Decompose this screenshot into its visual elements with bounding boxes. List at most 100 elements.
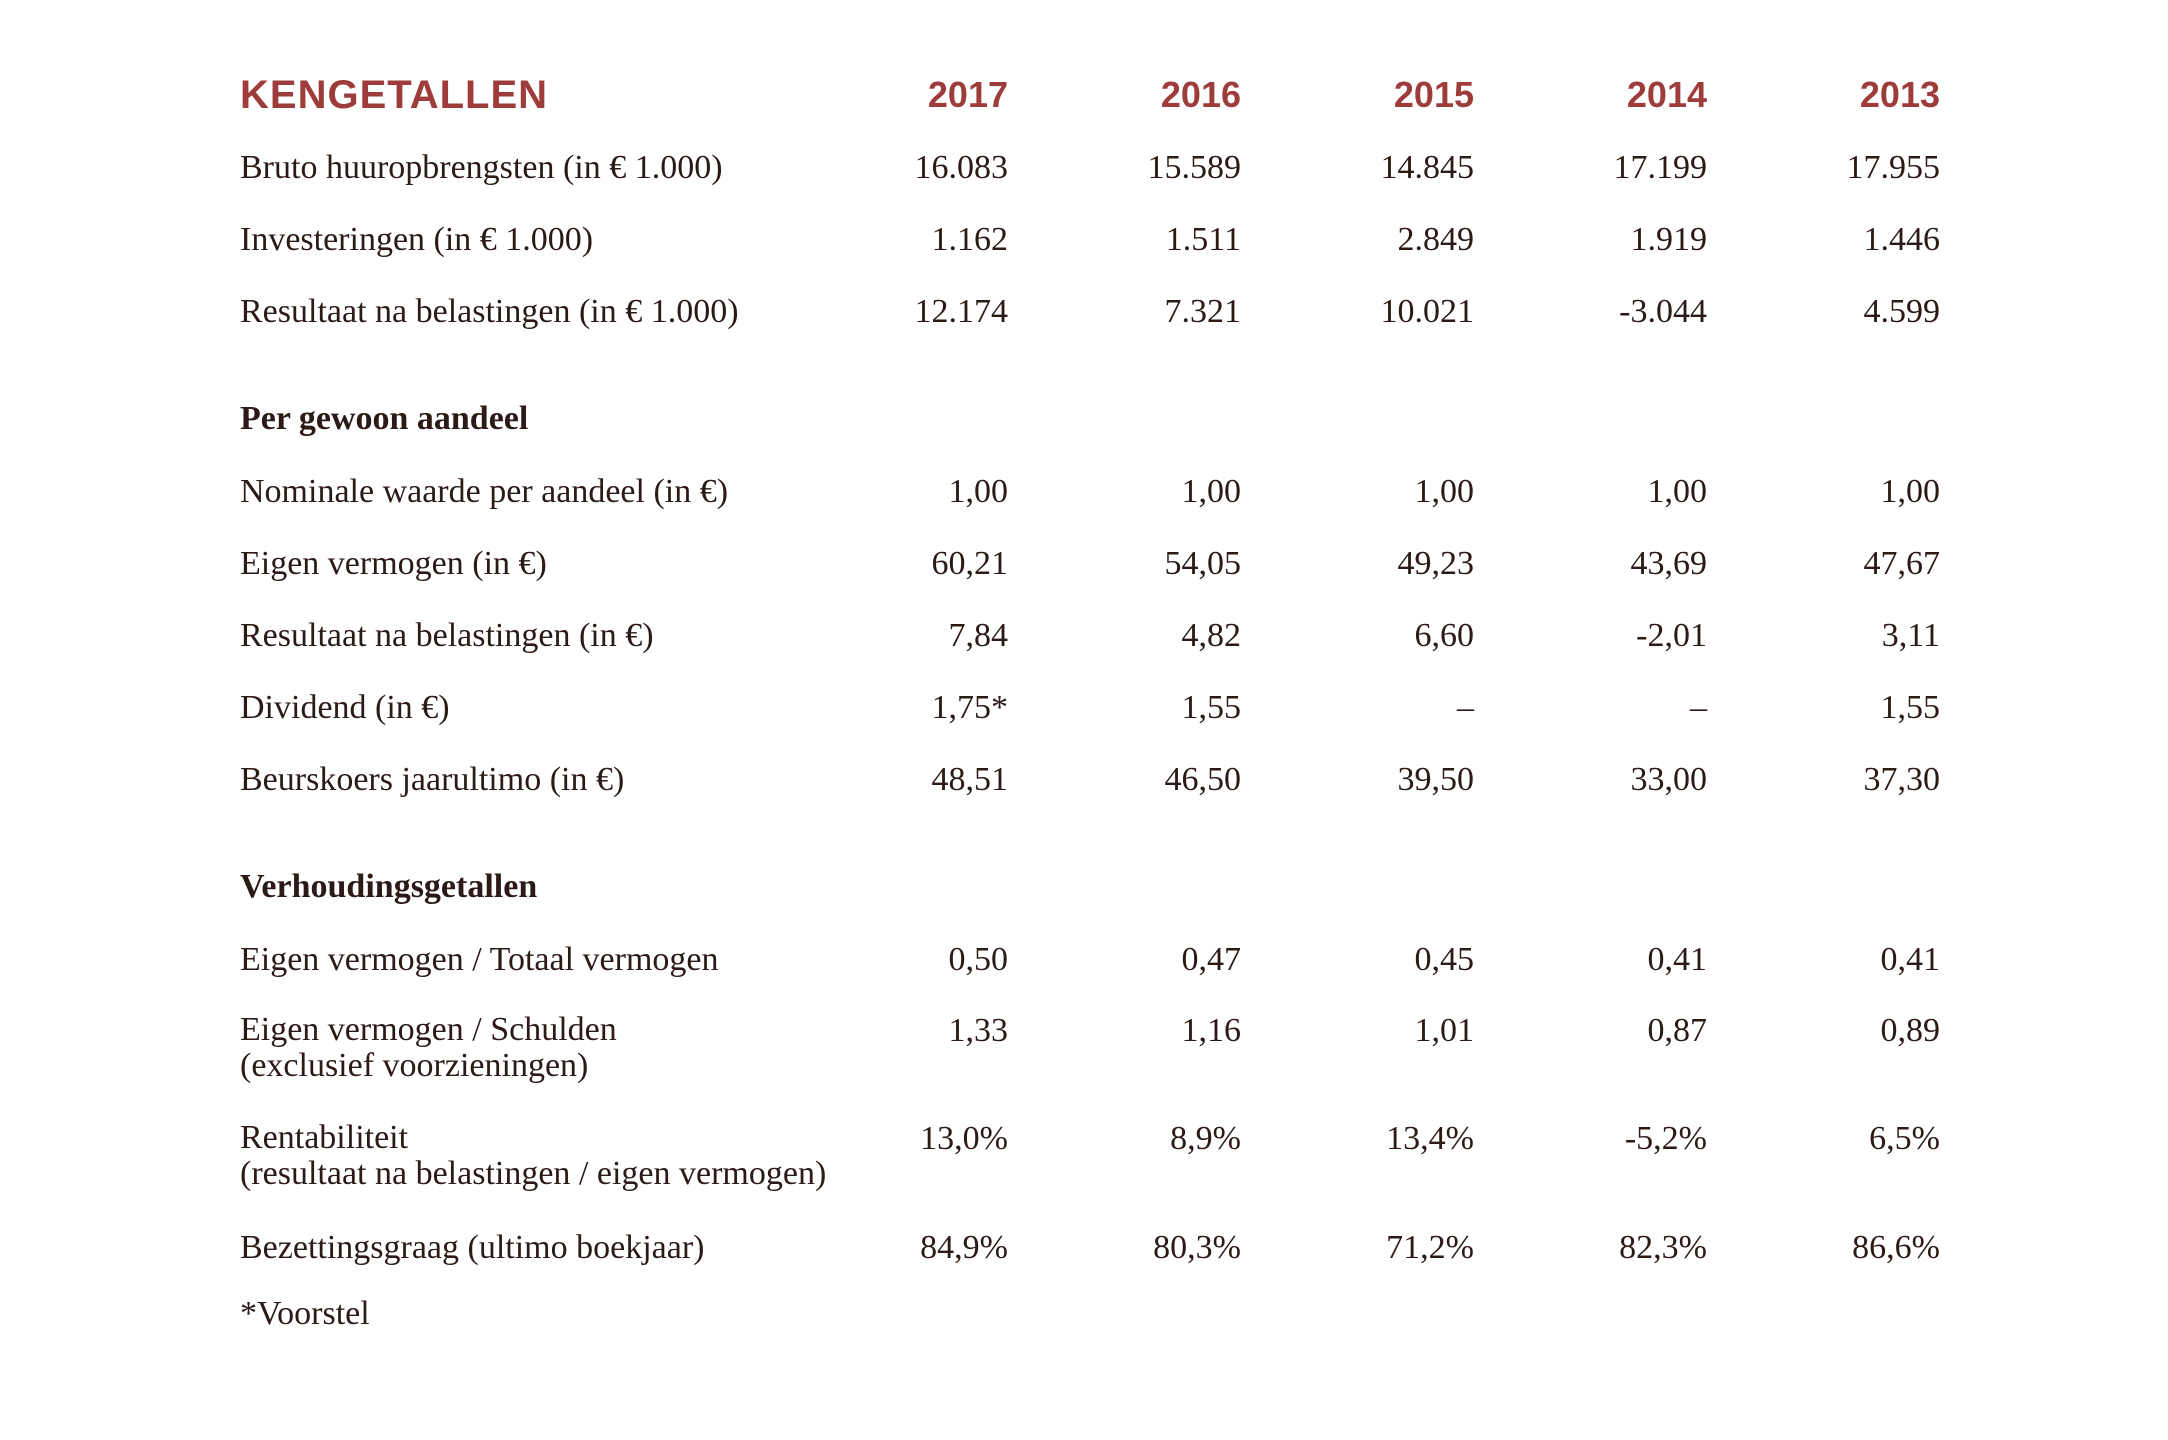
row-value: 0,45 <box>1414 941 1475 978</box>
row-value: 2.849 <box>1397 221 1475 258</box>
row-label: Dividend (in €) <box>240 672 775 744</box>
row-value: 1,00 <box>1880 473 1941 510</box>
row-value: 17.199 <box>1613 149 1708 186</box>
row-label-line1: Resultaat na belastingen (in € 1.000) <box>240 293 739 330</box>
kengetallen-table: KENGETALLEN 2017 2016 2015 2014 2013 Bruto h… <box>240 58 1940 1284</box>
row-value: 17.955 <box>1846 149 1941 186</box>
row-value: 1,55 <box>1880 689 1941 726</box>
row-label-line1: Dividend (in €) <box>240 689 450 726</box>
row-value: 0,87 <box>1647 1012 1708 1049</box>
row-value: 14.845 <box>1380 149 1475 186</box>
row-value: 54,05 <box>1164 545 1242 582</box>
row-label-line1: Rentabiliteit <box>240 1119 409 1156</box>
table-row: Resultaat na belastingen (in € 1.000) 12.… <box>240 276 1940 348</box>
table-row: Resultaat na belastingen (in €) 7,84 4,82 6… <box>240 600 1940 672</box>
row-value: 37,30 <box>1863 761 1941 798</box>
row-value: 80,3% <box>1153 1229 1241 1266</box>
footnote: *Voorstel <box>240 1295 370 1332</box>
year-header-2013: 2013 <box>1859 74 1940 115</box>
row-value: -5,2% <box>1624 1120 1707 1157</box>
row-value: – <box>1457 689 1474 726</box>
table-header-row: KENGETALLEN 2017 2016 2015 2014 2013 <box>240 58 1940 132</box>
row-value: 1,16 <box>1181 1012 1242 1049</box>
table-row: Dividend (in €) 1,75* 1,55 – – 1,55 <box>240 672 1940 744</box>
table-row: Eigen vermogen / Schulden (exclusief voor… <box>240 996 1940 1104</box>
row-value: 4.599 <box>1863 293 1941 330</box>
row-value: 15.589 <box>1147 149 1242 186</box>
table-row: Bruto huuropbrengsten (in € 1.000) 16.083… <box>240 132 1940 204</box>
row-label: Bezettingsgraag (ultimo boekjaar) <box>240 1212 775 1284</box>
row-label: Investeringen (in € 1.000) <box>240 204 775 276</box>
table-row: Beurskoers jaarultimo (in €) 48,51 46,50 39… <box>240 744 1940 816</box>
row-value: 7.321 <box>1164 293 1242 330</box>
row-value: -2,01 <box>1636 617 1707 654</box>
table-row: Eigen vermogen (in €) 60,21 54,05 49,23 43,6… <box>240 528 1940 600</box>
row-label-line1: Nominale waarde per aandeel (in €) <box>240 473 729 510</box>
row-value: 1.446 <box>1863 221 1941 258</box>
row-label-line1: Eigen vermogen (in €) <box>240 545 547 582</box>
row-value: 82,3% <box>1619 1229 1707 1266</box>
row-label: Eigen vermogen (in €) <box>240 528 775 600</box>
row-value: 4,82 <box>1181 617 1242 654</box>
row-label: Eigen vermogen / Schulden (exclusief voor… <box>240 996 775 1104</box>
row-label: Beurskoers jaarultimo (in €) <box>240 744 775 816</box>
row-value: 1,33 <box>948 1012 1009 1049</box>
row-label-line1: Eigen vermogen / Totaal vermogen <box>240 941 719 978</box>
row-value: 1.919 <box>1630 221 1708 258</box>
row-label: Bruto huuropbrengsten (in € 1.000) <box>240 132 775 204</box>
table-row: Eigen vermogen / Totaal vermogen 0,50 0,47… <box>240 924 1940 996</box>
row-value: 0,50 <box>948 941 1009 978</box>
row-value: -3.044 <box>1619 293 1707 330</box>
row-value: 1,01 <box>1414 1012 1475 1049</box>
row-value: – <box>1690 689 1707 726</box>
row-label-line1: Bezettingsgraag (ultimo boekjaar) <box>240 1229 705 1266</box>
row-value: 1,00 <box>948 473 1009 510</box>
row-value: 43,69 <box>1630 545 1708 582</box>
row-value: 49,23 <box>1397 545 1475 582</box>
row-value: 47,67 <box>1863 545 1941 582</box>
row-label-line2: (exclusief voorzieningen) <box>240 1047 589 1084</box>
row-label: Resultaat na belastingen (in € 1.000) <box>240 276 775 348</box>
row-label-line1: Bruto huuropbrengsten (in € 1.000) <box>240 149 723 186</box>
row-label-line1: Resultaat na belastingen (in €) <box>240 617 654 654</box>
row-value: 1,55 <box>1181 689 1242 726</box>
year-header-2016: 2016 <box>1160 74 1241 115</box>
table-row: Bezettingsgraag (ultimo boekjaar) 84,9% 80… <box>240 1212 1940 1284</box>
row-value: 1,00 <box>1414 473 1475 510</box>
year-header-2014: 2014 <box>1626 74 1707 115</box>
row-value: 1.511 <box>1165 221 1241 258</box>
table-row: Rentabiliteit (resultaat na belastingen /… <box>240 1104 1940 1212</box>
row-label: Resultaat na belastingen (in €) <box>240 600 775 672</box>
row-value: 0,47 <box>1181 941 1242 978</box>
row-label: Nominale waarde per aandeel (in €) <box>240 456 775 528</box>
table-row: Nominale waarde per aandeel (in €) 1,00 1,… <box>240 456 1940 528</box>
row-value: 60,21 <box>931 545 1009 582</box>
row-value: 0,41 <box>1880 941 1941 978</box>
row-value: 1,75* <box>931 689 1009 726</box>
section-header-row: Verhoudingsgetallen <box>240 816 1940 924</box>
row-label: Rentabiliteit (resultaat na belastingen /… <box>240 1104 827 1212</box>
row-value: 12.174 <box>914 293 1009 330</box>
row-value: 3,11 <box>1881 617 1940 654</box>
page-title: KENGETALLEN <box>240 72 549 117</box>
row-label: Eigen vermogen / Totaal vermogen <box>240 924 775 996</box>
row-value: 71,2% <box>1386 1229 1474 1266</box>
row-value: 6,5% <box>1869 1120 1940 1157</box>
row-value: 0,41 <box>1647 941 1708 978</box>
row-label-line2: (resultaat na belastingen / eigen vermog… <box>240 1155 827 1192</box>
row-value: 16.083 <box>914 149 1009 186</box>
row-value: 1.162 <box>931 221 1009 258</box>
row-value: 33,00 <box>1630 761 1708 798</box>
row-value: 7,84 <box>948 617 1009 654</box>
row-label-line1: Beurskoers jaarultimo (in €) <box>240 761 625 798</box>
row-value: 0,89 <box>1880 1012 1941 1049</box>
row-value: 1,00 <box>1181 473 1242 510</box>
section-header: Verhoudingsgetallen <box>240 868 538 905</box>
row-value: 86,6% <box>1852 1229 1940 1266</box>
row-value: 10.021 <box>1380 293 1475 330</box>
section-header-row: Per gewoon aandeel <box>240 348 1940 456</box>
row-value: 8,9% <box>1170 1120 1241 1157</box>
row-value: 39,50 <box>1397 761 1475 798</box>
row-label-line1: Eigen vermogen / Schulden <box>240 1011 617 1048</box>
